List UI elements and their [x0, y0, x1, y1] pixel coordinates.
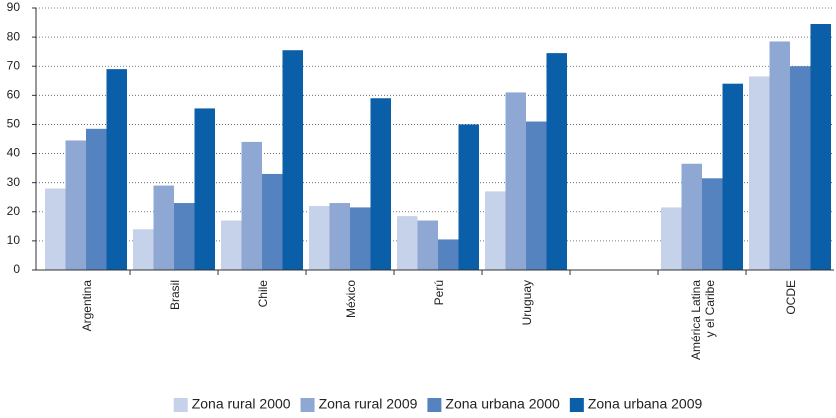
- legend-label: Zona urbana 2000: [445, 396, 560, 412]
- bar: [397, 216, 418, 270]
- bar: [309, 205, 330, 270]
- y-tick-label: 10: [7, 233, 21, 247]
- bar: [681, 163, 702, 270]
- bar: [153, 185, 174, 270]
- x-tick-label: Brasil: [168, 280, 182, 310]
- bar: [65, 140, 86, 270]
- x-tick-label: Chile: [256, 280, 270, 308]
- bar: [526, 121, 547, 271]
- x-tick-label: América Latinay el Caribe: [689, 280, 717, 360]
- bar: [769, 41, 790, 270]
- legend: Zona rural 2000 Zona rural 2009 Zona urban…: [173, 396, 703, 412]
- bar: [221, 220, 242, 270]
- y-tick-label: 90: [7, 0, 21, 14]
- bar: [749, 76, 770, 271]
- y-tick-label: 50: [7, 117, 21, 131]
- x-tick-label: Perú: [432, 280, 446, 305]
- legend-swatch: [569, 398, 584, 412]
- y-tick-label: 40: [7, 146, 21, 160]
- x-tick-label: México: [344, 280, 358, 318]
- bar: [505, 92, 526, 270]
- bar: [485, 191, 506, 270]
- bar: [282, 50, 303, 270]
- bar: [702, 178, 723, 270]
- y-tick-label: 80: [7, 29, 21, 43]
- y-tick-label: 20: [7, 204, 21, 218]
- legend-swatch: [300, 398, 315, 412]
- x-tick-label: Argentina: [80, 280, 94, 332]
- bar: [417, 220, 438, 270]
- bar: [45, 188, 66, 270]
- bar: [262, 173, 283, 270]
- bar: [661, 207, 682, 270]
- bar: [174, 203, 195, 270]
- bar: [438, 239, 459, 270]
- bar: [350, 207, 371, 270]
- legend-label: Zona rural 2009: [319, 396, 418, 412]
- y-tick-label: 30: [7, 175, 21, 189]
- bar: [722, 83, 743, 270]
- bar: [810, 24, 831, 271]
- bar: [790, 66, 811, 270]
- bar: [133, 229, 154, 270]
- y-tick-label: 0: [13, 262, 20, 276]
- legend-label: Zona urbana 2009: [588, 396, 703, 412]
- bar: [106, 69, 127, 270]
- bar: [241, 141, 262, 270]
- y-tick-label: 70: [7, 58, 21, 72]
- bar: [194, 108, 215, 270]
- y-tick-label: 60: [7, 88, 21, 102]
- legend-label: Zona rural 2000: [192, 396, 291, 412]
- bar: [458, 124, 479, 270]
- bar: [329, 203, 350, 270]
- bar: [546, 53, 567, 270]
- bar: [370, 98, 391, 270]
- x-tick-label: Uruguay: [520, 280, 534, 325]
- bar: [86, 128, 107, 270]
- x-tick-label: OCDE: [784, 280, 798, 315]
- legend-swatch: [173, 398, 188, 412]
- legend-swatch: [427, 398, 442, 412]
